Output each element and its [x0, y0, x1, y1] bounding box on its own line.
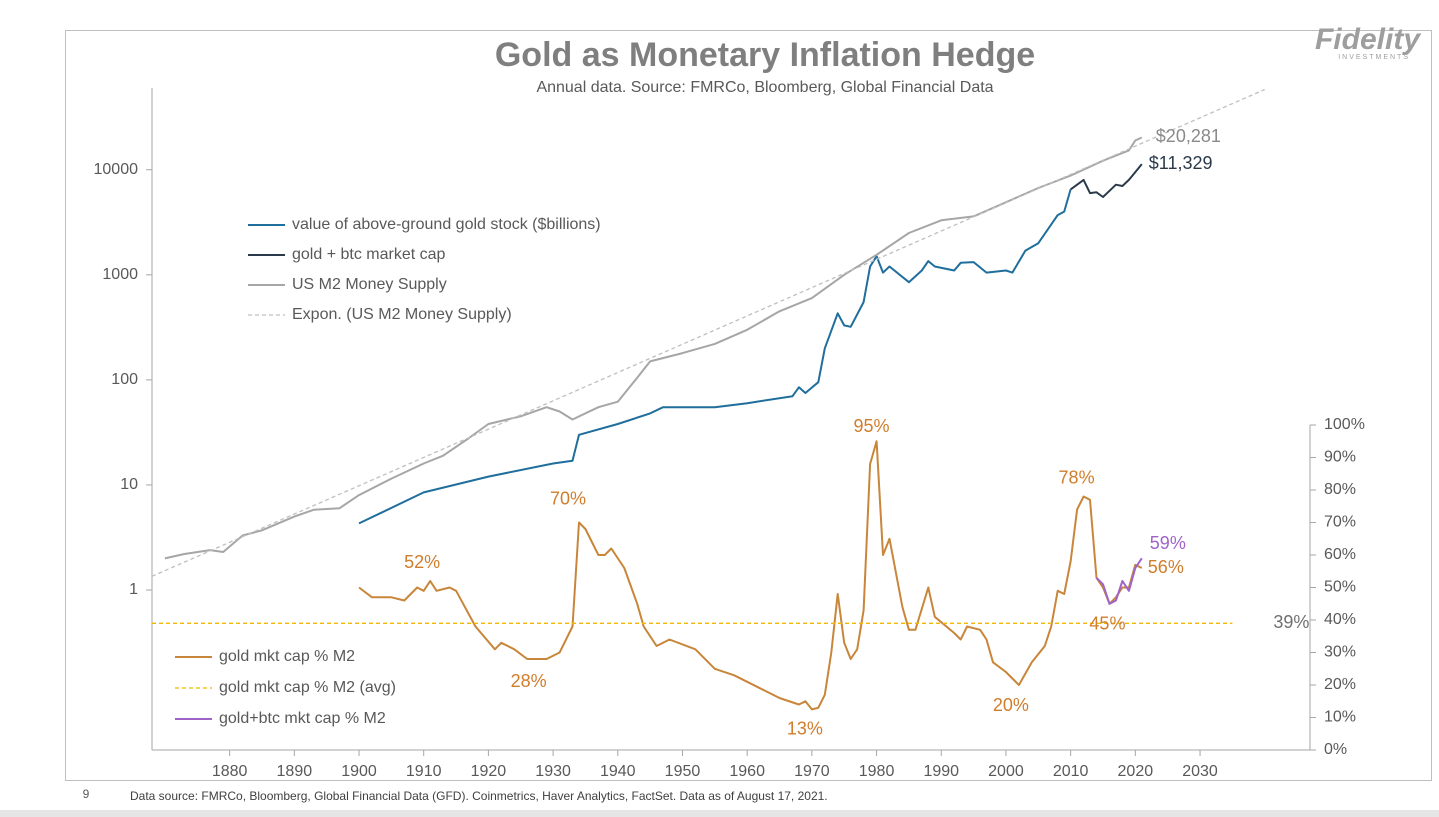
series-line [151, 88, 1265, 577]
bottom-band [0, 810, 1439, 817]
x-tick-label: 1950 [665, 763, 701, 780]
chart-subtitle: Annual data. Source: FMRCo, Bloomberg, G… [536, 79, 993, 96]
series-line [1095, 557, 1143, 605]
legend-label: gold+btc mkt cap % M2 [219, 710, 386, 727]
x-tick-label: 1920 [471, 763, 507, 780]
x-tick-label: 1970 [794, 763, 830, 780]
y2-tick-label: 40% [1324, 611, 1356, 628]
page-number: 9 [83, 787, 90, 801]
x-tick-label: 1880 [212, 763, 248, 780]
y2-tick-label: 30% [1324, 644, 1356, 661]
annotation: 56% [1148, 557, 1184, 577]
y2-tick-label: 100% [1324, 416, 1365, 433]
annotation: $11,329 [1149, 153, 1213, 173]
chart-title: Gold as Monetary Inflation Hedge [495, 36, 1035, 74]
legend-label: gold + btc market cap [292, 246, 446, 263]
legend-label: US M2 Money Supply [292, 276, 447, 293]
y2-tick-label: 20% [1324, 676, 1356, 693]
y-tick-label: 1000 [102, 266, 138, 283]
annotation: $20,281 [1156, 126, 1221, 146]
legend-label: gold mkt cap % M2 (avg) [219, 679, 396, 696]
annotation: 45% [1089, 614, 1125, 634]
x-tick-label: 1890 [277, 763, 313, 780]
annotation: 28% [511, 671, 547, 691]
y-tick-label: 100 [111, 371, 138, 388]
annotation: 95% [854, 416, 890, 436]
x-tick-label: 1910 [406, 763, 442, 780]
annotation: 13% [787, 719, 823, 739]
series-line [1070, 163, 1143, 198]
chart-frame [65, 30, 1432, 781]
y2-tick-label: 10% [1324, 709, 1356, 726]
series-line [358, 440, 1143, 711]
x-tick-label: 1900 [341, 763, 377, 780]
y2-tick-label: 90% [1324, 449, 1356, 466]
x-tick-label: 2020 [1118, 763, 1154, 780]
logo-name: Fidelity [1315, 23, 1421, 56]
annotation: 39% [1273, 612, 1309, 632]
legend-label: gold mkt cap % M2 [219, 648, 355, 665]
x-tick-label: 1990 [923, 763, 959, 780]
x-tick-label: 2030 [1182, 763, 1218, 780]
annotation: 70% [550, 488, 586, 508]
x-tick-label: 2010 [1053, 763, 1089, 780]
legend-label: value of above-ground gold stock ($billi… [292, 216, 601, 233]
logo-tagline: INVESTMENTS [1338, 54, 1410, 61]
legend-label: Expon. (US M2 Money Supply) [292, 306, 512, 323]
x-tick-label: 1940 [600, 763, 636, 780]
y2-tick-label: 0% [1324, 741, 1347, 758]
annotation: 59% [1150, 533, 1186, 553]
y2-tick-label: 60% [1324, 546, 1356, 563]
x-tick-label: 1930 [535, 763, 571, 780]
annotation: 78% [1059, 467, 1095, 487]
x-tick-label: 1960 [729, 763, 765, 780]
y2-tick-label: 70% [1324, 514, 1356, 531]
y2-tick-label: 80% [1324, 481, 1356, 498]
x-tick-label: 1980 [859, 763, 895, 780]
footnote: Data source: FMRCo, Bloomberg, Global Fi… [130, 789, 828, 803]
y-tick-label: 10000 [94, 161, 139, 178]
series-line [358, 189, 1072, 525]
y2-tick-label: 50% [1324, 579, 1356, 596]
y-tick-label: 10 [120, 476, 138, 493]
x-tick-label: 2000 [988, 763, 1024, 780]
annotation: 20% [993, 695, 1029, 715]
annotation: 52% [404, 552, 440, 572]
series-line [164, 136, 1143, 560]
y-tick-label: 1 [129, 581, 138, 598]
